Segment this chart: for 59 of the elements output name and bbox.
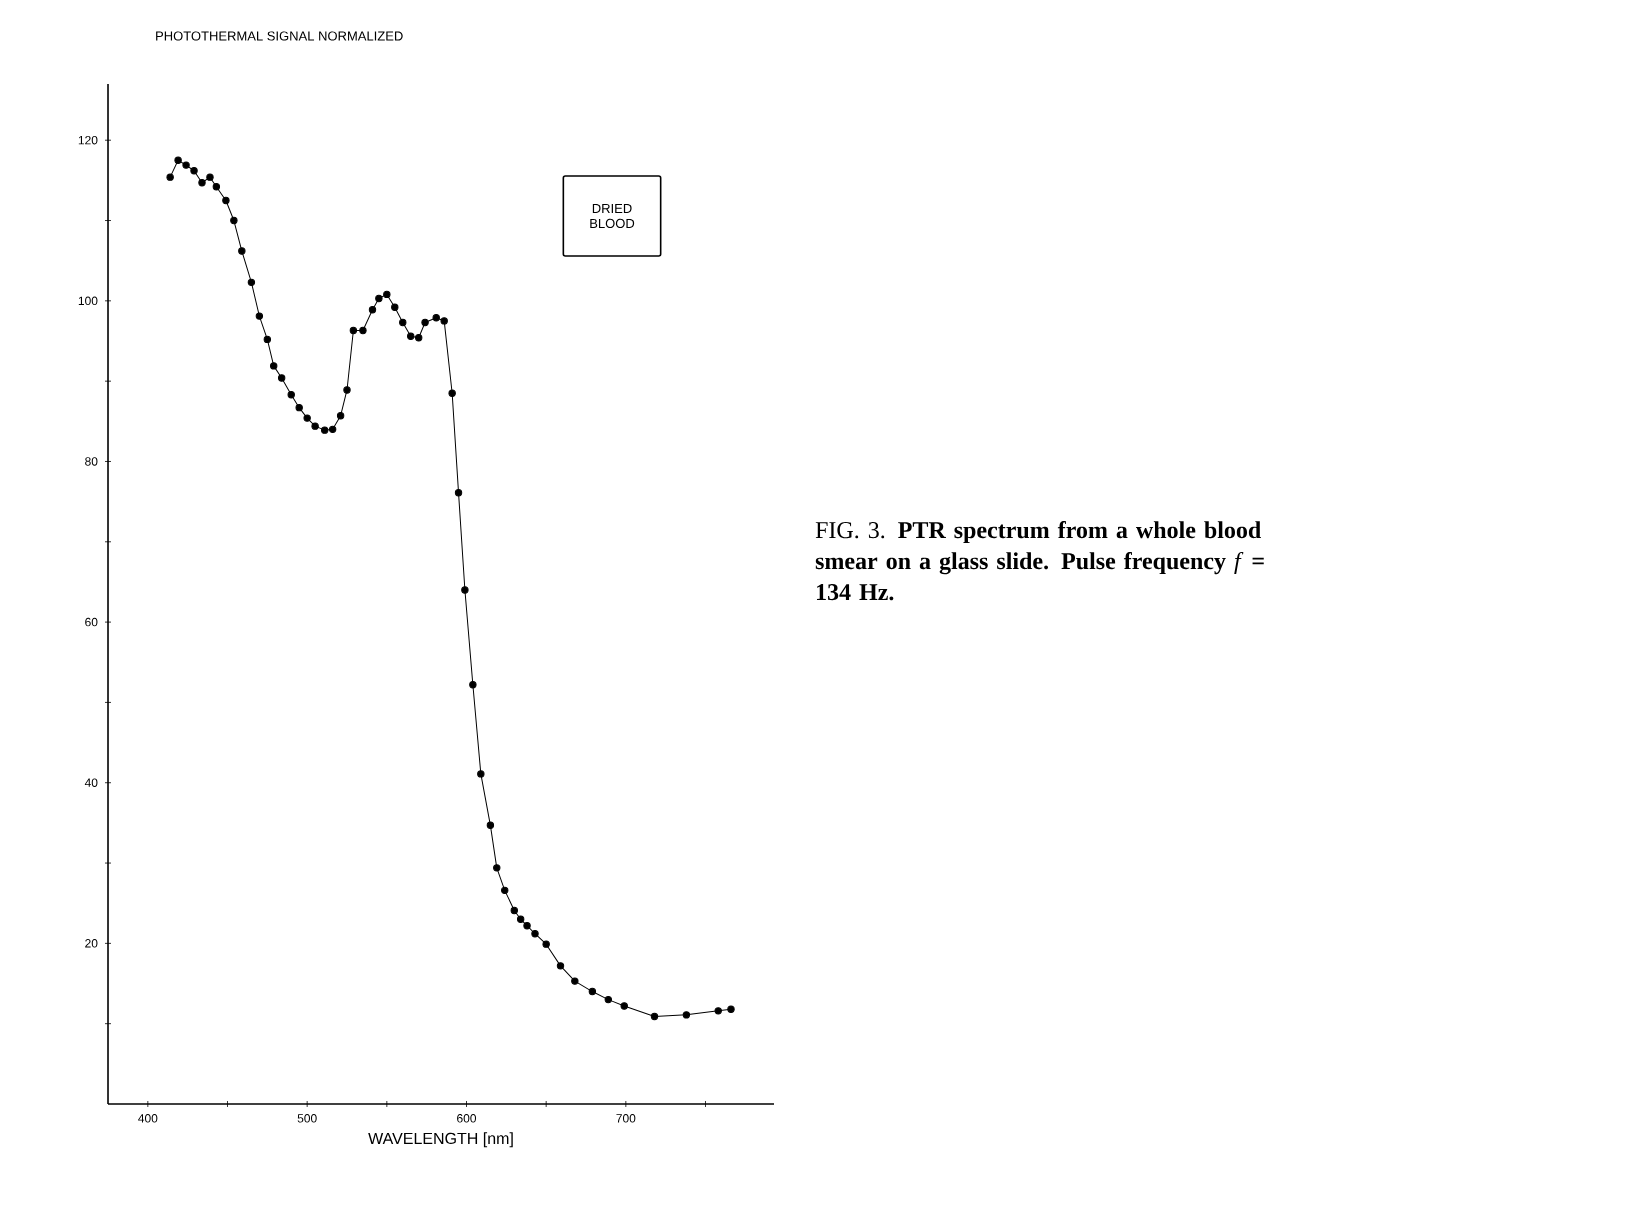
point	[359, 326, 367, 335]
point	[238, 247, 246, 255]
text: FIG. 3. PTR spectrum from a whole blood smear on a glass slide. Pulse frequency f = 134 Hz.	[815, 521, 1264, 601]
point	[714, 1007, 722, 1015]
point	[531, 930, 539, 938]
point	[727, 1005, 735, 1013]
point	[230, 216, 238, 225]
point	[571, 977, 579, 985]
point	[620, 1002, 628, 1010]
point	[295, 403, 303, 412]
point	[399, 318, 407, 327]
point	[415, 334, 423, 342]
point	[650, 1012, 659, 1021]
point	[542, 940, 550, 948]
point	[198, 179, 206, 187]
point	[510, 906, 518, 915]
point	[263, 335, 272, 344]
point	[493, 864, 501, 872]
point	[174, 156, 182, 164]
point	[182, 161, 190, 169]
point	[206, 173, 214, 181]
point	[287, 391, 295, 399]
point	[469, 681, 477, 689]
point	[383, 290, 391, 299]
point	[190, 167, 198, 175]
x-axis-title: WAVELENGTH [nm]	[368, 1132, 513, 1148]
point	[328, 425, 337, 434]
point	[432, 314, 440, 322]
point	[320, 426, 329, 434]
point	[440, 317, 448, 325]
point	[343, 386, 351, 394]
point	[375, 294, 383, 303]
point	[556, 962, 565, 970]
point	[461, 586, 469, 594]
point	[311, 422, 319, 430]
point	[421, 318, 429, 327]
point	[523, 922, 531, 930]
point	[222, 196, 230, 205]
point	[166, 173, 174, 181]
point	[247, 278, 256, 287]
point	[336, 411, 345, 420]
point	[368, 305, 377, 314]
point	[303, 414, 311, 422]
point	[588, 987, 597, 996]
point	[477, 770, 485, 778]
point	[486, 821, 495, 830]
point	[454, 489, 463, 497]
point	[277, 374, 286, 382]
point	[349, 326, 358, 335]
point	[682, 1011, 691, 1019]
point	[391, 303, 399, 311]
point	[212, 183, 221, 191]
point	[270, 362, 278, 370]
point	[448, 389, 456, 397]
point	[407, 332, 415, 340]
point	[255, 312, 264, 320]
point	[516, 915, 525, 923]
point	[501, 886, 509, 895]
point	[604, 995, 612, 1004]
